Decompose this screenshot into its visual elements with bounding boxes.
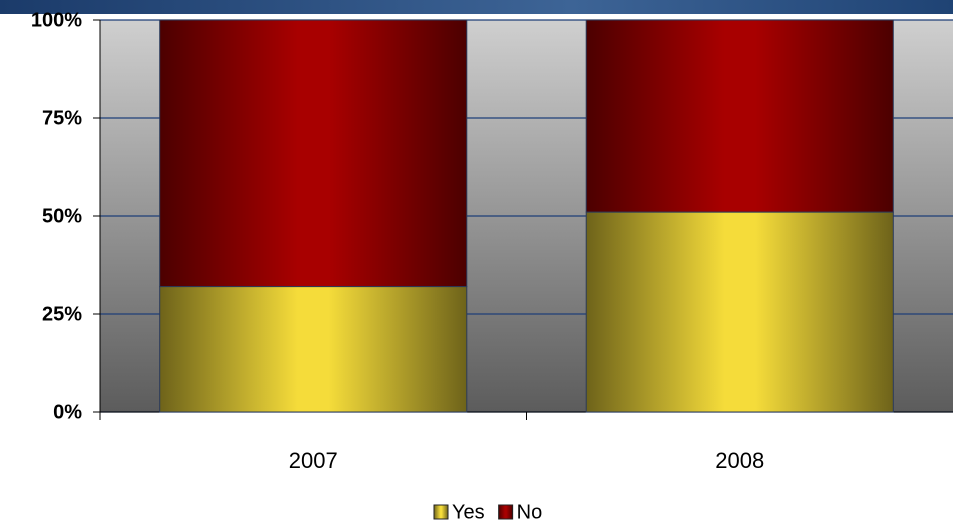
bar-segment xyxy=(585,19,894,213)
bar-segment xyxy=(159,19,468,288)
y-tick-label: 100% xyxy=(31,9,82,31)
bar-segment xyxy=(585,211,894,413)
legend-label: No xyxy=(517,501,543,523)
banner xyxy=(0,0,953,14)
y-tick-label: 25% xyxy=(42,303,82,325)
legend-label: Yes xyxy=(452,501,485,523)
legend-swatch xyxy=(498,504,514,520)
x-tick-label: 2008 xyxy=(715,448,764,473)
y-tick-label: 0% xyxy=(53,401,82,423)
y-tick-label: 50% xyxy=(42,205,82,227)
y-tick-label: 75% xyxy=(42,107,82,129)
legend-swatch xyxy=(433,504,449,520)
x-tick-label: 2007 xyxy=(289,448,338,473)
bar-segment xyxy=(159,286,468,413)
